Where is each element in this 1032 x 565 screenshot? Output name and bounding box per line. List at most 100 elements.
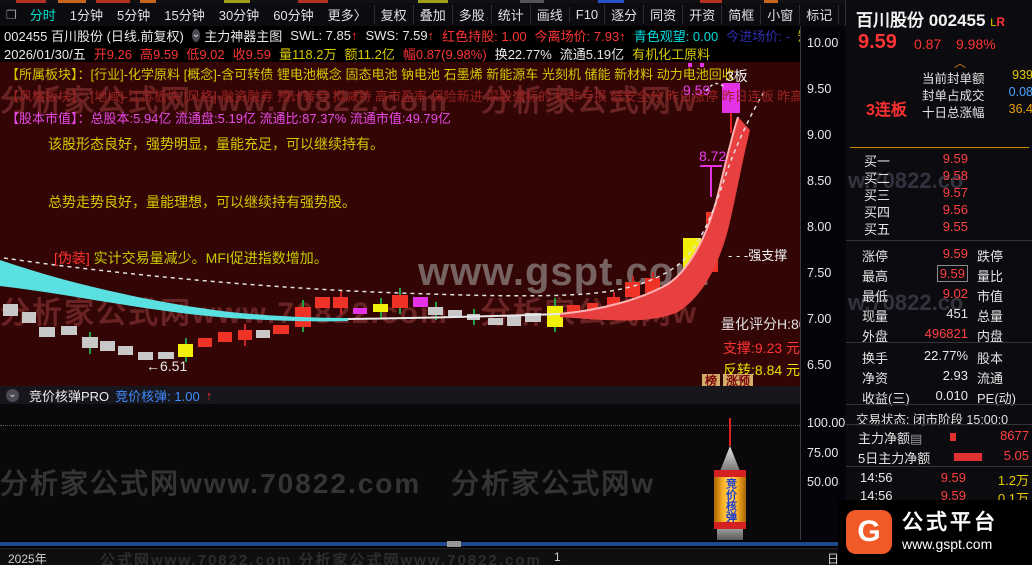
- entry-price-value: 今进场价: -: [726, 28, 790, 44]
- sub-indicator-name[interactable]: 竞价核弹PRO: [29, 388, 110, 404]
- window-icon[interactable]: ❐: [6, 7, 17, 22]
- axis-year-label: 2025年: [8, 552, 47, 565]
- bid-row-3[interactable]: 买三 9.57: [864, 185, 968, 203]
- menu-kaizi[interactable]: 开资: [682, 5, 721, 24]
- menu-tongji[interactable]: 统计: [490, 5, 530, 24]
- turnover-value: 换22.77%: [494, 46, 552, 62]
- quote-title: 百川股份 002455 LR: [856, 11, 1005, 30]
- menu-jiankuang[interactable]: 简框: [721, 5, 760, 24]
- range-value: 幅0.87(9.98%): [402, 46, 487, 62]
- sub-panel[interactable]: 分析家公式网www.70822.com 分析家公式网w 竞价核弹: [0, 404, 800, 540]
- sub-panel-header: ⌄ 竞价核弹PRO 竞价核弹: 1.00 ↑: [0, 386, 800, 404]
- candle: [413, 297, 428, 307]
- level-r-button[interactable]: R: [996, 15, 1005, 29]
- candle: [467, 314, 480, 320]
- list-icon[interactable]: ▤: [910, 431, 923, 446]
- bid-row-5[interactable]: 买五 9.55: [864, 219, 968, 237]
- high-price-label: 9.59: [683, 82, 711, 98]
- tab-60min[interactable]: 60分钟: [273, 8, 314, 23]
- stat-row: 现量 451 总量: [862, 306, 1004, 324]
- scrollbar-thumb[interactable]: [447, 541, 461, 547]
- tab-1min[interactable]: 1分钟: [69, 8, 104, 23]
- rocket-band-bottom: [714, 522, 746, 529]
- advice-text-1: 该股形态良好，强势明显，量能充足，可以继续持有。: [48, 136, 384, 152]
- menu-tongzi[interactable]: 同资: [643, 5, 682, 24]
- divider: [850, 147, 1029, 148]
- trade-status: 交易状态: 闭市阶段 15:00:0: [856, 413, 1009, 427]
- tab-fenshi[interactable]: 分时: [29, 8, 56, 23]
- amount-value: 额11.2亿: [344, 46, 395, 62]
- menu-xiaochuang[interactable]: 小窗: [760, 5, 799, 24]
- support-label: 支撑:9.23 元: [723, 340, 800, 356]
- menu-duogu[interactable]: 多股: [451, 5, 491, 24]
- tab-30min[interactable]: 30分钟: [218, 8, 260, 23]
- watermark: 分析家公式网www.70822.com 分析家公式网w: [0, 468, 656, 499]
- y-axis-label: 100.00: [807, 416, 846, 430]
- scrollbar-track[interactable]: [0, 542, 838, 546]
- stat-row: 换手 22.77% 股本: [862, 348, 1004, 366]
- tab-5min[interactable]: 5分钟: [117, 8, 151, 23]
- candle: [625, 282, 640, 297]
- up-arrow-icon: ↑: [427, 27, 435, 43]
- price-marker-stem: [710, 165, 712, 197]
- dotted-gridline: [0, 425, 800, 426]
- stat-row: 最高 9.59 量比: [862, 265, 1004, 284]
- candle: [138, 352, 153, 360]
- candle: [218, 332, 232, 342]
- level-l-button[interactable]: L: [990, 17, 997, 29]
- gspt-logo-name: 公式平台: [902, 511, 998, 534]
- main-chart[interactable]: 分析家公式网www.70822.com 分析家公式网w 分析家公式网www.70…: [0, 62, 800, 386]
- y-axis-label: 6.50: [807, 358, 832, 372]
- menu-fuquan[interactable]: 复权: [373, 5, 413, 24]
- bid-row-4[interactable]: 买四 9.56: [864, 202, 968, 220]
- price-percent: 9.98%: [956, 36, 996, 52]
- exit-price-value: 今离场价: 7.93↑: [534, 28, 626, 44]
- rise-forecast-badge[interactable]: 涨预: [723, 374, 754, 386]
- high-value: 高9.59: [140, 46, 179, 62]
- watermark: 公式网www.70822.com 分析家公式网www.70822.com: [100, 552, 542, 565]
- stock-code-name: 002455 百川股份 (日线.前复权): [4, 28, 184, 44]
- candle: [683, 238, 701, 285]
- strip-segment: [298, 0, 328, 3]
- rocket-signal-line: [729, 418, 731, 446]
- advice-text-3: [伪装] 实计交易量减少。MFI促进指数增加。: [54, 250, 328, 266]
- candle: [665, 294, 680, 306]
- horizontal-scrollbar[interactable]: [0, 540, 838, 548]
- stat-row: 外盘 496821 内盘: [862, 326, 1004, 344]
- tab-more[interactable]: 更多〉: [327, 8, 367, 23]
- menu-f10[interactable]: F10: [568, 7, 604, 22]
- seal-amount-row: 当前封单额 939: [922, 68, 1032, 86]
- up-arrow-icon: ↑: [350, 27, 358, 43]
- rocket-tail: [717, 529, 743, 540]
- collapse-chevron-icon[interactable]: ︿: [954, 56, 967, 70]
- chevron-down-icon[interactable]: ⌄: [191, 28, 201, 42]
- low-value: 低9.02: [186, 46, 225, 62]
- candle: [373, 304, 388, 312]
- menu-biaoji[interactable]: 标记: [799, 5, 838, 24]
- date-value: 2026/01/30/五: [4, 46, 86, 62]
- candle: [525, 313, 541, 322]
- y-axis-label: 9.00: [807, 128, 832, 142]
- strip-segment: [764, 0, 778, 3]
- indicator-name[interactable]: 主力神器主图: [204, 28, 283, 44]
- menu-diejia[interactable]: 叠加: [412, 5, 452, 24]
- low-marker-label: ←6.51: [146, 358, 188, 374]
- sws-value: SWS: 7.59↑: [365, 27, 435, 43]
- chevron-down-icon[interactable]: ⌄: [6, 388, 19, 402]
- menu-huaxian[interactable]: 画线: [529, 5, 569, 24]
- menu-zhufen[interactable]: 逐分: [604, 5, 643, 24]
- tick-row: 14:56 9.59 1.2万: [860, 470, 1029, 488]
- rank-badge[interactable]: 榜: [702, 374, 721, 386]
- candle: [392, 295, 408, 308]
- axis-page-label: 1: [554, 550, 561, 564]
- strip-segment: [96, 0, 130, 3]
- y-axis-gutter: 10.00 9.50 9.00 8.50 8.00 7.50 7.00 6.50 100.00 7…: [800, 26, 846, 540]
- tab-15min[interactable]: 15分钟: [164, 8, 205, 23]
- float-cap-value: 流通5.19亿: [559, 46, 625, 62]
- main-flow-row: 主力净额▤ 8677: [858, 428, 1029, 446]
- quote-panel: w.70822.co w.70822.co 百川股份 002455 LR 9.5…: [845, 0, 1032, 565]
- rocket-text: 竞价核弹: [724, 477, 737, 522]
- bid-row-2[interactable]: 买二 9.58: [864, 168, 968, 186]
- bid-row-1[interactable]: 买一 9.59: [864, 151, 968, 169]
- candle: [706, 212, 718, 272]
